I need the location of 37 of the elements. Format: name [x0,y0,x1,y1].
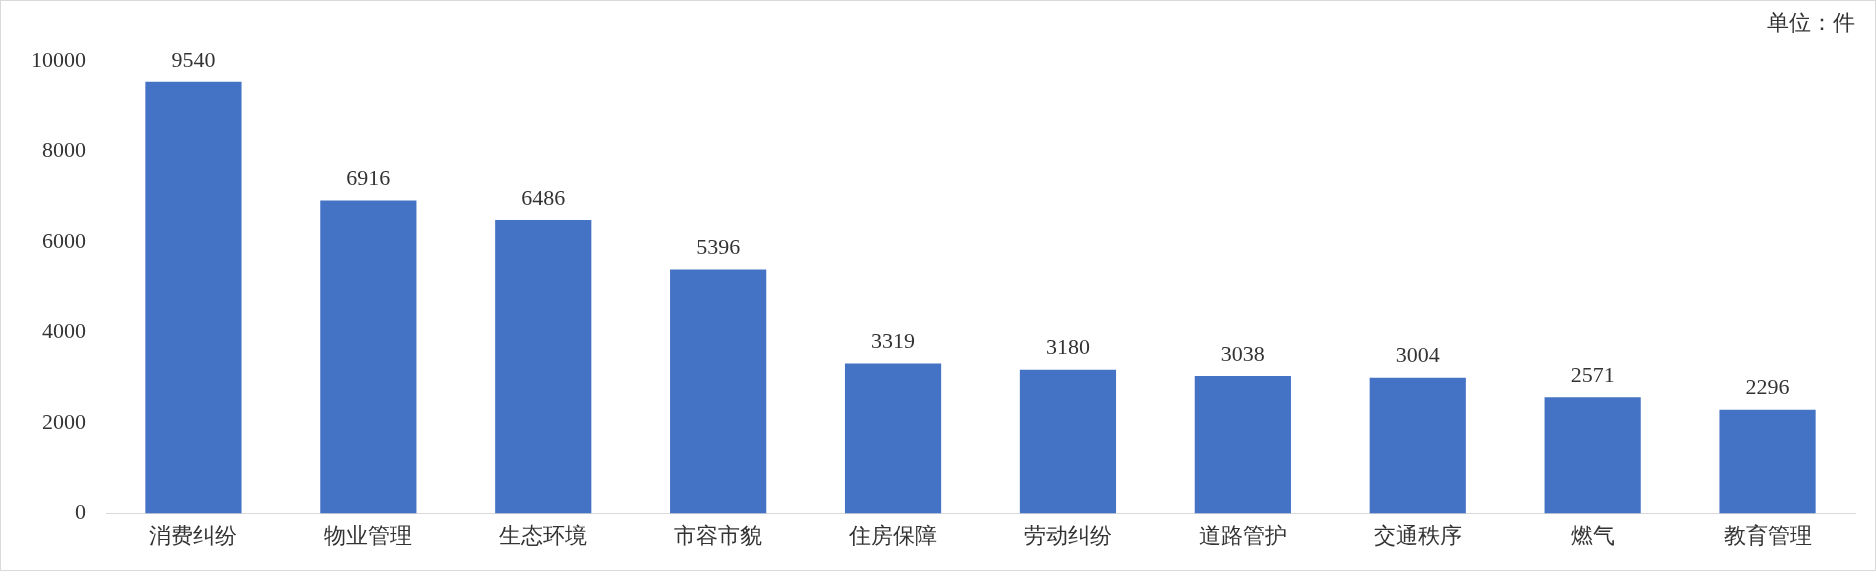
data-label: 2571 [1570,362,1615,388]
bar [495,220,592,514]
bar [670,269,767,514]
x-tick-label: 市容市貌 [674,522,763,548]
y-tick-label: 2000 [42,408,86,434]
bar [1194,376,1291,514]
data-label: 2296 [1745,374,1790,400]
data-label: 3319 [871,328,916,354]
data-label: 3038 [1220,340,1265,366]
y-tick-label: 6000 [42,227,86,253]
x-tick-label: 消费纠纷 [149,522,238,548]
bar [1719,409,1816,514]
x-tick-label: 生态环境 [499,522,588,548]
x-tick-label: 交通秩序 [1373,522,1462,548]
data-label: 6486 [521,184,566,210]
data-label: 5396 [696,234,741,260]
data-label: 6916 [346,165,391,191]
x-tick-label: 道路管护 [1198,522,1287,548]
bar [844,363,942,514]
y-tick-label: 8000 [42,137,86,163]
bar [320,200,417,514]
bar [145,81,242,514]
data-label: 9540 [171,46,216,72]
data-label: 3180 [1045,334,1090,360]
y-tick-label: 4000 [42,318,86,344]
bar [1369,377,1466,514]
text: 单位：件 [1767,9,1855,35]
y-tick-label: 0 [75,499,86,525]
bar [1544,397,1641,514]
x-tick-label: 教育管理 [1723,522,1812,548]
y-tick-label: 10000 [31,46,86,72]
bar [1019,369,1117,514]
data-label: 3004 [1395,342,1440,368]
x-tick-label: 住房保障 [848,522,938,548]
x-tick-label: 燃气 [1570,522,1615,548]
x-tick-label: 劳动纠纷 [1023,522,1112,548]
x-tick-label: 物业管理 [324,522,413,548]
